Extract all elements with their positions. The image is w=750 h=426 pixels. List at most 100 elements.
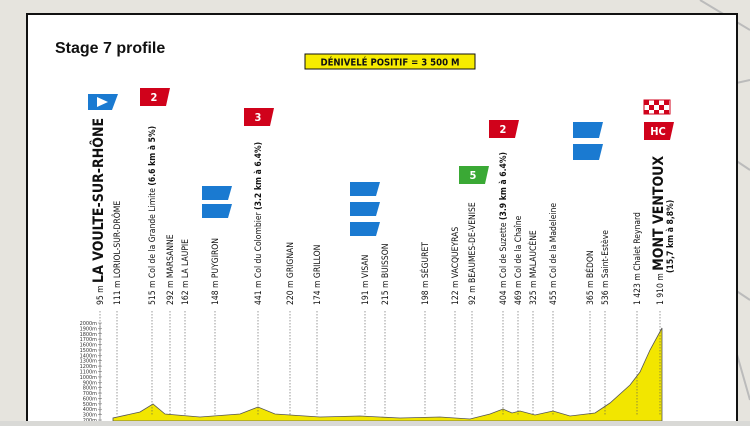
waypoint-label: 1 910 m MONT VENTOUX xyxy=(651,156,667,305)
climb-badge xyxy=(304,53,476,70)
waypoint-name: MONT VENTOUX xyxy=(651,156,667,271)
waypoint-altitude: 148 m xyxy=(211,281,221,305)
profile-card xyxy=(26,13,738,426)
waypoint-altitude: 325 m xyxy=(529,281,539,305)
waypoint-label: 174 m GRILLON xyxy=(313,245,323,305)
waypoint-name: Col de la Madeleine xyxy=(549,203,559,278)
waypoint-altitude: 441 m xyxy=(254,281,264,305)
waypoint-name: Col de la Grande Limite xyxy=(148,188,158,278)
waypoint-name: BEAUMES-DE-VENISE xyxy=(468,202,478,283)
waypoint-label: 191 m VISAN xyxy=(361,255,371,305)
category-flag xyxy=(459,166,489,184)
elevation-label: 1800m xyxy=(80,332,98,338)
waypoint-name: BÉDON xyxy=(584,250,596,278)
climb-badge-text: DÉNIVELÉ POSITIF = 3 500 M xyxy=(320,57,459,69)
waypoint-name: Col du Colombier xyxy=(254,211,264,278)
waypoint-name: GRIGNAN xyxy=(286,242,296,278)
elevation-label: 600m xyxy=(83,396,97,402)
waypoint-altitude: 1 423 m xyxy=(633,273,643,305)
waypoint-altitude: 122 m xyxy=(451,281,461,305)
waypoint-name: SÉGURET xyxy=(419,242,431,278)
category-label: 2 xyxy=(151,91,158,104)
waypoint-label: 455 m Col de la Madeleine xyxy=(549,203,559,305)
category-label: 5 xyxy=(470,169,477,182)
waypoint-name: LORIOL-SUR-DRÔME xyxy=(111,201,123,278)
waypoint-altitude: 191 m xyxy=(361,281,371,305)
elevation-label: 1300m xyxy=(80,359,98,365)
finish-flag-check xyxy=(644,100,669,114)
waypoint-name: MARSANNE xyxy=(166,234,176,278)
waypoint-label: 292 m MARSANNE xyxy=(166,234,176,305)
waypoint-altitude: 404 m xyxy=(499,281,509,305)
waypoint-name: VACQUEYRAS xyxy=(451,227,461,278)
waypoint-altitude: 198 m xyxy=(421,281,431,305)
elevation-label: 1700m xyxy=(80,337,98,343)
elevation-label: 500m xyxy=(83,402,97,408)
category-label: 3 xyxy=(255,111,262,124)
waypoints: 95 m LA VOULTE-SUR-RHÔNE 111 m LORIOL-SUR… xyxy=(80,88,676,424)
elevation-label: 1500m xyxy=(80,348,98,354)
waypoint-name: LA LAUPIE xyxy=(181,239,191,278)
waypoint-altitude: 515 m xyxy=(148,281,158,305)
waypoint-label: 365 m BÉDON xyxy=(584,250,596,305)
elevation-label: 900m xyxy=(83,380,97,386)
waypoint-name: PUYGIRON xyxy=(211,238,221,278)
waypoint-label: 536 m Saint-Estève xyxy=(600,230,611,305)
waypoint-label: 325 m MALAUCÈNE xyxy=(527,230,539,305)
waypoint-name: BUISSON xyxy=(381,244,391,279)
category-flag xyxy=(140,88,170,106)
waypoint-altitude: 162 m xyxy=(181,281,191,305)
waypoint-name: MALAUCÈNE xyxy=(527,230,539,278)
elevation-label: 1900m xyxy=(80,326,98,332)
card-title: Stage 7 profile xyxy=(55,40,165,57)
elevation-label: 1400m xyxy=(80,353,98,359)
waypoint-label: 220 m GRIGNAN xyxy=(286,242,296,305)
waypoint-label: 469 m Col de la Chaîne xyxy=(514,215,524,305)
waypoint-label: 111 m LORIOL-SUR-DRÔME xyxy=(111,201,123,305)
category-flag xyxy=(244,108,274,126)
waypoint-altitude: 365 m xyxy=(586,281,596,305)
waypoint-label: 162 m LA LAUPIE xyxy=(181,239,191,305)
waypoint-altitude: 92 m xyxy=(468,285,478,305)
waypoint-label: 92 m BEAUMES-DE-VENISE xyxy=(468,202,478,305)
waypoint-detail: (3.9 km à 6.4%) xyxy=(499,152,509,220)
elevation-label: 1000m xyxy=(80,375,98,381)
elevation-label: 300m xyxy=(83,413,97,419)
waypoint-detail: (15,7 km à 8,8%) xyxy=(666,200,676,273)
waypoint-altitude: 292 m xyxy=(166,281,176,305)
waypoint-label: 122 m VACQUEYRAS xyxy=(451,227,461,305)
waypoint-label: 1 423 m Chalet Reynard xyxy=(633,212,643,305)
start-flag-icon xyxy=(97,97,108,107)
elevation-label: 800m xyxy=(83,386,97,392)
waypoint-name: Saint-Estève xyxy=(600,230,611,278)
waypoint-altitude: 469 m xyxy=(514,281,524,305)
waypoint-label: 441 m Col du Colombier (3.2 km à 6.4%) xyxy=(254,142,264,305)
waypoint-name: LA VOULTE-SUR-RHÔNE xyxy=(89,118,107,283)
waypoint-altitude: 1 910 m xyxy=(656,273,666,305)
waypoint-name: Col de la Chaîne xyxy=(514,215,524,278)
waypoint-label: 148 m PUYGIRON xyxy=(211,238,221,305)
waypoint-altitude: 95 m xyxy=(96,285,106,305)
category-label: HC xyxy=(650,125,666,138)
waypoint-label: 515 m Col de la Grande Limite (6.6 km à … xyxy=(148,126,158,305)
elevation-label: 1200m xyxy=(80,364,98,370)
waypoint-altitude: 174 m xyxy=(313,281,323,305)
elevation-profile xyxy=(112,327,663,422)
service-icons xyxy=(202,122,603,236)
waypoint-label: 215 m BUISSON xyxy=(381,244,391,305)
waypoint-detail: (3.2 km à 6.4%) xyxy=(254,142,264,210)
waypoint-altitude: 455 m xyxy=(549,281,559,305)
category-label: 2 xyxy=(500,123,507,136)
elevation-label: 700m xyxy=(83,391,97,397)
waypoint-altitude: 111 m xyxy=(113,281,123,305)
waypoint-label: 404 m Col de Suzette (3.9 km à 6.4%) xyxy=(499,152,509,305)
waypoint-detail: (6.6 km à 5%) xyxy=(148,126,158,186)
waypoint-label: 95 m LA VOULTE-SUR-RHÔNE xyxy=(89,118,107,305)
category-flag xyxy=(489,120,519,138)
elevation-label: 400m xyxy=(83,407,97,413)
waypoint-label: 198 m SÉGURET xyxy=(419,242,431,305)
waypoint-name: Chalet Reynard xyxy=(633,212,643,271)
waypoint-altitude: 215 m xyxy=(381,281,391,305)
